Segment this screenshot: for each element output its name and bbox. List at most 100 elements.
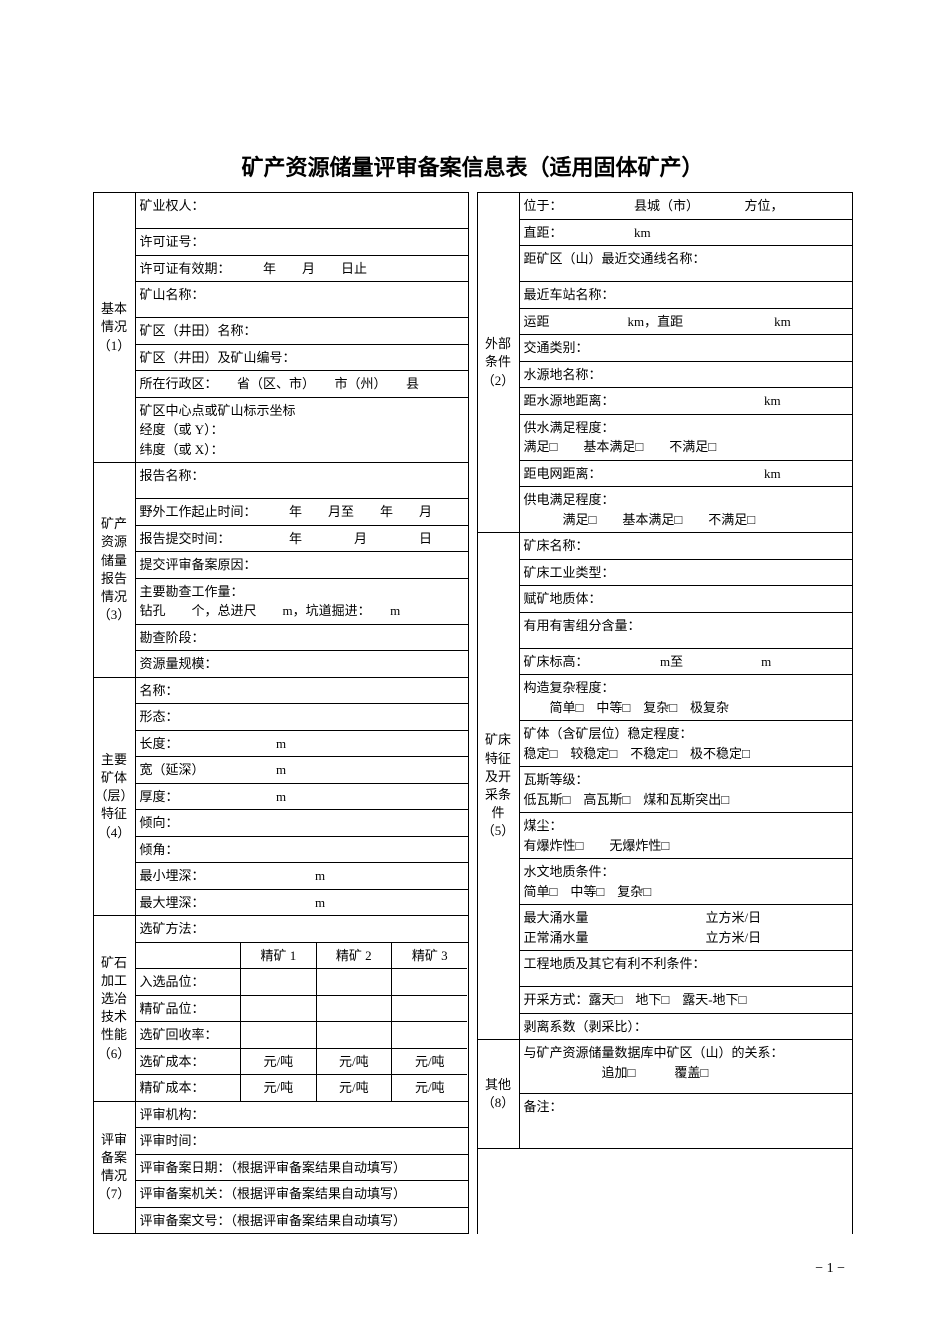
s1-r8: 矿区中心点或矿山标示坐标 经度（或 Y）： 纬度（或 X）： bbox=[136, 398, 468, 463]
s2-r3: 距矿区（山）最近交通线名称： bbox=[520, 246, 852, 282]
s8-r1: 与矿产资源储量数据库中矿区（山）的关系： 追加□ 覆盖□ bbox=[520, 1040, 852, 1094]
s5-r9: 煤尘： 有爆炸性□ 无爆炸性□ bbox=[520, 813, 852, 859]
s4-r2: 形态： bbox=[136, 704, 468, 731]
section-6-label: 矿石 加工 选冶 技术 性能 （6） bbox=[94, 916, 136, 1101]
s2-r1: 位于： 县城（市） 方位， bbox=[520, 193, 852, 220]
s6-a2: 精矿品位： bbox=[136, 996, 242, 1023]
section-4-label: 主要 矿体 （层） 特征 （4） bbox=[94, 678, 136, 916]
s4-r3: 长度： m bbox=[136, 731, 468, 758]
s5-r13: 开采方式：露天□ 地下□ 露天-地下□ bbox=[520, 987, 852, 1014]
s6-a1-2 bbox=[317, 969, 392, 996]
s2-r8: 距水源地距离： km bbox=[520, 388, 852, 415]
s5-r2: 矿床工业类型： bbox=[520, 560, 852, 587]
s6-h2: 精矿 1 bbox=[241, 943, 316, 970]
s6-a3: 选矿回收率： bbox=[136, 1022, 242, 1049]
s6-a4: 选矿成本： bbox=[136, 1049, 242, 1076]
s6-a4-1: 元/吨 bbox=[241, 1049, 316, 1076]
section-6: 矿石 加工 选冶 技术 性能 （6） 选矿方法： 精矿 1 精矿 2 精矿 3 … bbox=[94, 916, 468, 1102]
s6-h3: 精矿 2 bbox=[317, 943, 392, 970]
form-columns: 基本 情况 （1） 矿业权人： 许可证号： 许可证有效期： 年 月 日止 矿山名… bbox=[93, 192, 853, 1234]
s1-r5: 矿区（井田）名称： bbox=[136, 318, 468, 345]
s2-r7: 水源地名称： bbox=[520, 362, 852, 389]
s3-r2: 野外工作起止时间： 年 月至 年 月 bbox=[136, 499, 468, 526]
s6-a5-3: 元/吨 bbox=[392, 1075, 467, 1101]
section-7-label: 评审 备案 情况 （7） bbox=[94, 1102, 136, 1234]
section-3: 矿产 资源 储量 报告 情况 （3） 报告名称： 野外工作起止时间： 年 月至 … bbox=[94, 463, 468, 678]
s6-a4-2: 元/吨 bbox=[317, 1049, 392, 1076]
section-3-label: 矿产 资源 储量 报告 情况 （3） bbox=[94, 463, 136, 677]
s6-a3-3 bbox=[392, 1022, 467, 1049]
s6-r1: 选矿方法： bbox=[136, 916, 468, 943]
section-1: 基本 情况 （1） 矿业权人： 许可证号： 许可证有效期： 年 月 日止 矿山名… bbox=[94, 193, 468, 463]
s2-r9: 供水满足程度： 满足□ 基本满足□ 不满足□ bbox=[520, 415, 852, 461]
s2-r11: 供电满足程度： 满足□ 基本满足□ 不满足□ bbox=[520, 487, 852, 532]
s6-a2-1 bbox=[241, 996, 316, 1023]
s4-r5: 厚度： m bbox=[136, 784, 468, 811]
s2-r10: 距电网距离： km bbox=[520, 461, 852, 488]
section-5-label: 矿床 特征 及开 采条 件 （5） bbox=[478, 533, 520, 1039]
s6-a5-2: 元/吨 bbox=[317, 1075, 392, 1101]
s6-a3-2 bbox=[317, 1022, 392, 1049]
s3-r3: 报告提交时间： 年 月 日 bbox=[136, 526, 468, 553]
s5-r7: 矿体（含矿层位）稳定程度： 稳定□ 较稳定□ 不稳定□ 极不稳定□ bbox=[520, 721, 852, 767]
s4-r9: 最大埋深： m bbox=[136, 890, 468, 916]
s6-a5: 精矿成本： bbox=[136, 1075, 242, 1101]
s5-r11: 最大涌水量 立方米/日 正常涌水量 立方米/日 bbox=[520, 905, 852, 951]
s5-r1: 矿床名称： bbox=[520, 533, 852, 560]
s7-r3: 评审备案日期：（根据评审备案结果自动填写） bbox=[136, 1155, 468, 1182]
s1-r7: 所在行政区： 省（区、市） 市（州） 县 bbox=[136, 371, 468, 398]
s4-r7: 倾角： bbox=[136, 837, 468, 864]
s1-r2: 许可证号： bbox=[136, 229, 468, 256]
section-2: 外部 条件 （2） 位于： 县城（市） 方位， 直距： km 距矿区（山）最近交… bbox=[478, 193, 852, 533]
s2-r2: 直距： km bbox=[520, 220, 852, 247]
s6-a5-1: 元/吨 bbox=[241, 1075, 316, 1101]
s4-r1: 名称： bbox=[136, 678, 468, 705]
section-8-label: 其他 （8） bbox=[478, 1040, 520, 1148]
section-5: 矿床 特征 及开 采条 件 （5） 矿床名称： 矿床工业类型： 赋矿地质体： 有… bbox=[478, 533, 852, 1040]
s6-a3-1 bbox=[241, 1022, 316, 1049]
s5-r6: 构造复杂程度： 简单□ 中等□ 复杂□ 极复杂 bbox=[520, 675, 852, 721]
section-7: 评审 备案 情况 （7） 评审机构： 评审时间： 评审备案日期：（根据评审备案结… bbox=[94, 1102, 468, 1235]
s5-r10: 水文地质条件： 简单□ 中等□ 复杂□ bbox=[520, 859, 852, 905]
s5-r12: 工程地质及其它有利不利条件： bbox=[520, 951, 852, 987]
s6-a4-3: 元/吨 bbox=[392, 1049, 467, 1076]
s3-r7: 资源量规模： bbox=[136, 651, 468, 677]
s2-r5: 运距 km，直距 km bbox=[520, 309, 852, 336]
s3-r6: 勘查阶段： bbox=[136, 625, 468, 652]
s5-r4: 有用有害组分含量： bbox=[520, 613, 852, 649]
right-column: 外部 条件 （2） 位于： 县城（市） 方位， 直距： km 距矿区（山）最近交… bbox=[477, 192, 853, 1234]
s1-r6: 矿区（井田）及矿山编号： bbox=[136, 345, 468, 372]
s4-r6: 倾向： bbox=[136, 810, 468, 837]
form-title: 矿产资源储量评审备案信息表（适用固体矿产） bbox=[0, 0, 945, 192]
s6-a1-3 bbox=[392, 969, 467, 996]
s6-a2-2 bbox=[317, 996, 392, 1023]
s1-r3: 许可证有效期： 年 月 日止 bbox=[136, 256, 468, 283]
s1-r1: 矿业权人： bbox=[136, 193, 468, 229]
s2-r6: 交通类别： bbox=[520, 335, 852, 362]
page-number: − 1 − bbox=[815, 1261, 845, 1277]
s1-r4: 矿山名称： bbox=[136, 282, 468, 318]
s6-grid: 精矿 1 精矿 2 精矿 3 入选品位： 精矿品位： 选矿回收率： 选矿成本： bbox=[136, 943, 468, 1101]
section-2-label: 外部 条件 （2） bbox=[478, 193, 520, 532]
s8-r2: 备注： bbox=[520, 1094, 852, 1148]
s7-r4: 评审备案机关：（根据评审备案结果自动填写） bbox=[136, 1181, 468, 1208]
section-4: 主要 矿体 （层） 特征 （4） 名称： 形态： 长度： m 宽（延深） m 厚… bbox=[94, 678, 468, 917]
s5-r14: 剥离系数（剥采比）： bbox=[520, 1014, 852, 1040]
s6-a1-1 bbox=[241, 969, 316, 996]
s3-r1: 报告名称： bbox=[136, 463, 468, 499]
s7-r5: 评审备案文号：（根据评审备案结果自动填写） bbox=[136, 1208, 468, 1234]
s3-r4: 提交评审备案原因： bbox=[136, 552, 468, 579]
s5-r8: 瓦斯等级： 低瓦斯□ 高瓦斯□ 煤和瓦斯突出□ bbox=[520, 767, 852, 813]
s2-r4: 最近车站名称： bbox=[520, 282, 852, 309]
section-8: 其他 （8） 与矿产资源储量数据库中矿区（山）的关系： 追加□ 覆盖□ 备注： bbox=[478, 1040, 852, 1149]
s5-r5: 矿床标高： m至 m bbox=[520, 649, 852, 676]
left-column: 基本 情况 （1） 矿业权人： 许可证号： 许可证有效期： 年 月 日止 矿山名… bbox=[93, 192, 469, 1234]
s6-a1: 入选品位： bbox=[136, 969, 242, 996]
s3-r5: 主要勘查工作量： 钻孔 个，总进尺 m，坑道掘进： m bbox=[136, 579, 468, 625]
s4-r4: 宽（延深） m bbox=[136, 757, 468, 784]
s6-h1 bbox=[136, 943, 242, 970]
s6-a2-3 bbox=[392, 996, 467, 1023]
s7-r2: 评审时间： bbox=[136, 1128, 468, 1155]
s4-r8: 最小埋深： m bbox=[136, 863, 468, 890]
s7-r1: 评审机构： bbox=[136, 1102, 468, 1129]
